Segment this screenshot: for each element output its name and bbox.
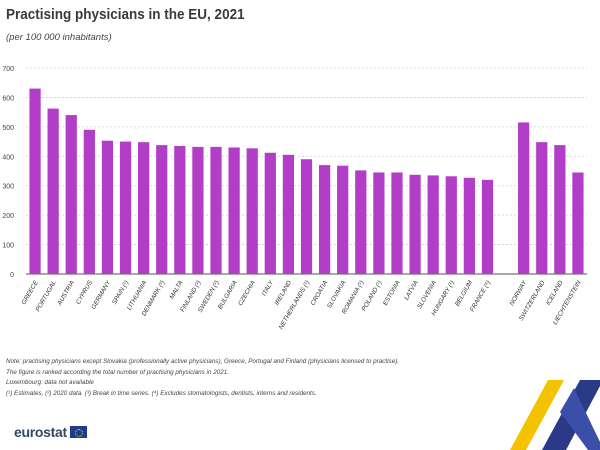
x-tick-label: IRELAND xyxy=(273,279,293,307)
y-tick-label: 400 xyxy=(2,154,14,161)
bar xyxy=(47,108,59,275)
x-tick-label: CROATIA xyxy=(310,280,330,307)
y-tick-label: 200 xyxy=(2,213,14,220)
chart-subtitle: (per 100 000 inhabitants) xyxy=(6,32,112,43)
y-tick-label: 100 xyxy=(2,243,14,250)
bar xyxy=(264,152,276,274)
bar xyxy=(156,145,168,274)
bar xyxy=(554,145,566,274)
x-tick-label: CZECHIA xyxy=(237,280,257,307)
bar xyxy=(65,115,77,274)
bar xyxy=(282,154,295,274)
x-tick-label: NORWAY xyxy=(509,279,529,307)
x-tick-label: LATVIA xyxy=(403,280,420,302)
yellow-chevron-shape xyxy=(510,380,564,450)
bar xyxy=(300,159,313,274)
bar-chart: 0100200300400500600700GREECEPORTUGALAUST… xyxy=(2,66,587,331)
bar xyxy=(427,175,439,274)
bar xyxy=(138,142,150,274)
x-tick-label: AUSTRIA xyxy=(56,280,76,308)
bar xyxy=(192,146,204,274)
y-tick-label: 500 xyxy=(2,125,14,132)
bar xyxy=(210,146,222,274)
bar xyxy=(83,129,95,274)
bar xyxy=(536,142,548,274)
bar xyxy=(337,165,349,274)
bar xyxy=(518,122,530,274)
bar xyxy=(228,147,240,274)
bar xyxy=(463,177,475,274)
note-line: Luxembourg: data not available xyxy=(6,379,94,386)
bar xyxy=(246,148,258,274)
x-tick-label: MALTA xyxy=(168,280,184,301)
bar xyxy=(373,172,385,274)
bar xyxy=(101,140,114,274)
chart-notes: Note: practising physicians except Slova… xyxy=(6,357,566,399)
x-tick-label: ITALY xyxy=(261,279,276,297)
y-tick-label: 600 xyxy=(2,95,14,102)
bar xyxy=(481,179,494,274)
x-tick-label: BULGARIA xyxy=(217,280,239,311)
bar xyxy=(29,88,41,274)
bar xyxy=(174,145,186,274)
x-tick-label: CYPRUS xyxy=(75,279,95,306)
x-tick-label: GREECE xyxy=(20,279,40,306)
bar xyxy=(445,176,457,274)
bar xyxy=(355,170,367,274)
eurostat-logo[interactable]: eurostat xyxy=(14,424,87,440)
bar xyxy=(409,174,421,274)
bar xyxy=(119,141,132,274)
bar xyxy=(391,172,403,274)
y-tick-label: 0 xyxy=(10,272,14,279)
y-tick-label: 700 xyxy=(2,66,14,73)
eurostat-chevron-decoration xyxy=(510,380,600,450)
blue-chevron-shape xyxy=(560,388,600,450)
x-tick-label: SPAIN (¹) xyxy=(111,280,130,306)
x-tick-label: ESTONIA xyxy=(382,280,402,307)
eu-flag-icon xyxy=(69,426,87,438)
x-tick-label: ICELAND xyxy=(545,279,565,307)
note-line: Note: practising physicians except Slova… xyxy=(6,358,400,365)
y-tick-label: 300 xyxy=(2,184,14,191)
note-line: (¹) Estimates, (²) 2020 data. (³) Break … xyxy=(6,389,317,397)
logo-text: eurostat xyxy=(14,424,67,440)
chart-title: Practising physicians in the EU, 2021 xyxy=(6,6,245,23)
bar xyxy=(572,172,584,274)
note-line: The figure is ranked according the total… xyxy=(6,368,229,376)
bar xyxy=(318,165,331,274)
